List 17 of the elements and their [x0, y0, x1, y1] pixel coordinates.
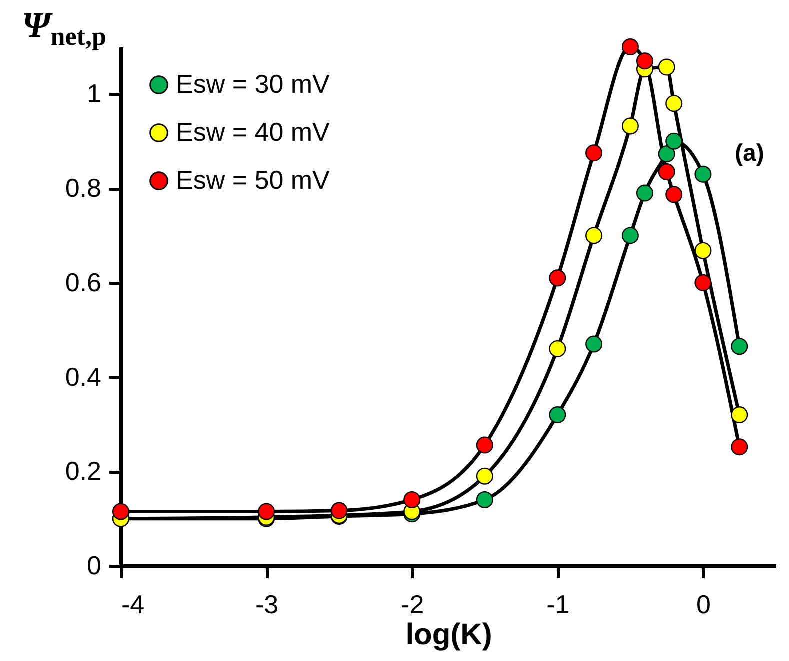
y-tick-label: 0.2	[65, 456, 102, 486]
y-tick-label: 0.4	[65, 362, 102, 392]
y-tick-label: 0	[87, 550, 102, 580]
x-tick-label: -3	[255, 590, 279, 620]
y-tick-label: 0.6	[65, 267, 102, 298]
annotation: (a)	[735, 140, 764, 168]
x-tick-label: -4	[122, 590, 145, 620]
x-tick-label: -1	[546, 590, 570, 620]
legend-label: Esw = 50 mV	[176, 165, 331, 195]
legend-label: Esw = 30 mV	[176, 69, 331, 99]
legend-label: Esw = 40 mV	[176, 117, 331, 147]
y-tick-label: 1	[87, 78, 102, 109]
x-axis-title: log(K)	[406, 618, 492, 652]
y-tick-label: 0.8	[65, 173, 102, 204]
x-tick-label: 0	[696, 590, 711, 620]
x-tick-label: -2	[401, 590, 424, 620]
y-axis-title: Ψ$_{net,p}$	[22, 4, 106, 52]
